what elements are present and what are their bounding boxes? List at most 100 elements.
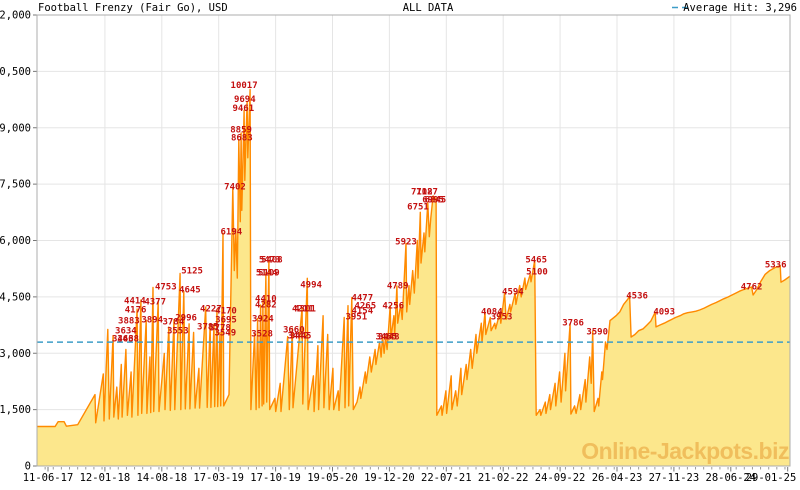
- hit-value-label: 10017: [231, 81, 258, 91]
- hit-value-label: 3785: [197, 322, 219, 332]
- hit-value-label: 4994: [300, 280, 322, 290]
- y-axis-label: 0: [25, 461, 31, 473]
- hit-value-label: 3549: [214, 328, 236, 338]
- hit-value-label: 4377: [144, 297, 166, 307]
- hit-value-label: 3590: [586, 327, 608, 337]
- y-axis-label: 12,000: [0, 10, 31, 22]
- hit-value-label: 4211: [292, 304, 314, 314]
- hit-value-label: 3442: [287, 331, 309, 341]
- jackpot-line: [37, 88, 791, 428]
- jackpot-series: [37, 88, 791, 466]
- hit-value-label: 6845: [424, 196, 446, 206]
- x-axis-label: 17-10-19: [250, 472, 301, 484]
- x-axis-label: 19-05-20: [307, 472, 358, 484]
- hit-value-label: 3784: [162, 317, 184, 327]
- legend-average-label: Average Hit: 3,296: [683, 2, 797, 14]
- hit-value-label: 4084: [481, 307, 503, 317]
- chart-period-label: ALL DATA: [403, 2, 454, 14]
- axes: 0 1,500 3,000 4,500 6,000 7,500 9,000 10,500 12,…: [0, 10, 796, 485]
- y-axis-label: 9,000: [0, 122, 31, 134]
- legend-average: Average Hit: 3,296: [672, 2, 797, 14]
- y-axis-label: 7,500: [0, 179, 31, 191]
- hit-value-label: 3660: [283, 325, 305, 335]
- hit-value-label: 6751: [407, 203, 429, 213]
- hit-value-label: 3924: [252, 314, 274, 324]
- hit-value-label: 4536: [626, 291, 648, 301]
- x-axis-label: 26-04-23: [592, 472, 643, 484]
- hit-value-label: 4154: [351, 306, 373, 316]
- x-axis-label: 19-12-20: [364, 472, 415, 484]
- hit-value-label: 4256: [382, 301, 404, 311]
- hit-value-label: 4762: [741, 282, 763, 292]
- hit-value-label: 3778: [209, 323, 231, 333]
- hit-value-label: 9461: [232, 104, 254, 114]
- hit-value-label: 4265: [354, 301, 376, 311]
- hit-value-label: 3448: [378, 332, 400, 342]
- hit-value-label: 3528: [251, 329, 273, 339]
- hit-value-label: 4789: [387, 281, 409, 291]
- hit-value-label: 3695: [215, 315, 237, 325]
- hit-value-label: 5408: [261, 255, 283, 265]
- x-axis-label: 11-06-17: [23, 472, 74, 484]
- x-axis-label: 28-06-24: [706, 472, 757, 484]
- hit-value-label: 3463: [112, 334, 134, 344]
- hit-value-label: 5109: [258, 268, 280, 278]
- y-axis-label: 1,500: [0, 404, 31, 416]
- hit-value-label: 4170: [215, 306, 237, 316]
- x-axis-label: 14-08-18: [137, 472, 188, 484]
- hit-value-label: 3883: [118, 316, 140, 326]
- hit-value-label: 3953: [491, 312, 513, 322]
- watermark: Online-Jackpots.biz: [581, 438, 789, 464]
- hit-value-label: 5144: [256, 268, 278, 278]
- hit-value-label: 4282: [255, 300, 277, 310]
- hit-value-label: 3894: [141, 315, 163, 325]
- x-axis-label: 21-02-22: [478, 472, 529, 484]
- hit-value-label: 4645: [179, 285, 201, 295]
- hit-value-label: 9694: [234, 95, 256, 105]
- hit-value-label: 7102: [411, 188, 433, 198]
- hit-value-label: 7187: [416, 188, 438, 198]
- hit-value-label: 4753: [155, 282, 177, 292]
- jackpot-area-fill: [37, 89, 790, 466]
- hit-value-label: 4477: [351, 293, 373, 303]
- y-axis-label: 3,000: [0, 348, 31, 360]
- x-axis-label: 22-07-21: [421, 472, 472, 484]
- hit-value-label: 4301: [294, 304, 316, 314]
- hit-value-label: 5125: [181, 266, 203, 276]
- hit-value-label: 3634: [115, 326, 137, 336]
- hit-value-label: 7402: [224, 183, 246, 193]
- x-axis-label: 12-01-18: [80, 472, 131, 484]
- hit-value-label: 2996: [175, 313, 197, 323]
- y-axis-label: 6,000: [0, 235, 31, 247]
- hit-value-label: 3465: [376, 332, 398, 342]
- x-axis-label: 24-09-22: [535, 472, 586, 484]
- hit-value-label: 4410: [255, 294, 277, 304]
- hit-value-label: 5923: [395, 238, 417, 248]
- hit-value-label: 4093: [653, 307, 675, 317]
- hit-value-label: 3786: [562, 318, 584, 328]
- y-axis-label: 10,500: [0, 66, 31, 78]
- x-axis-label: 17-03-19: [193, 472, 244, 484]
- plot-border: [36, 14, 791, 467]
- hit-value-label: 3445: [290, 331, 312, 341]
- hit-value-label: 4176: [125, 305, 147, 315]
- hit-value-label: 5336: [765, 260, 787, 270]
- hit-value-label: 4227: [200, 304, 222, 314]
- hit-value-label: 4414: [124, 296, 146, 306]
- y-axis-label: 4,500: [0, 291, 31, 303]
- hit-value-label: 5465: [525, 255, 547, 265]
- hit-value-label: 5100: [526, 267, 548, 277]
- hit-value-label: 6194: [220, 228, 242, 238]
- hit-value-label: 3951: [345, 312, 367, 322]
- hit-value-label: 3553: [167, 326, 189, 336]
- chart-title: Football Frenzy (Fair Go), USD: [38, 2, 228, 14]
- hit-value-label: 8859: [230, 126, 252, 136]
- hit-value-label: 4594: [502, 287, 524, 297]
- hit-value-label: 3468: [117, 334, 139, 344]
- hit-value-label: 6995: [422, 196, 444, 206]
- x-axis-label: 29-01-25: [746, 472, 797, 484]
- hit-value-label: 8683: [231, 134, 253, 144]
